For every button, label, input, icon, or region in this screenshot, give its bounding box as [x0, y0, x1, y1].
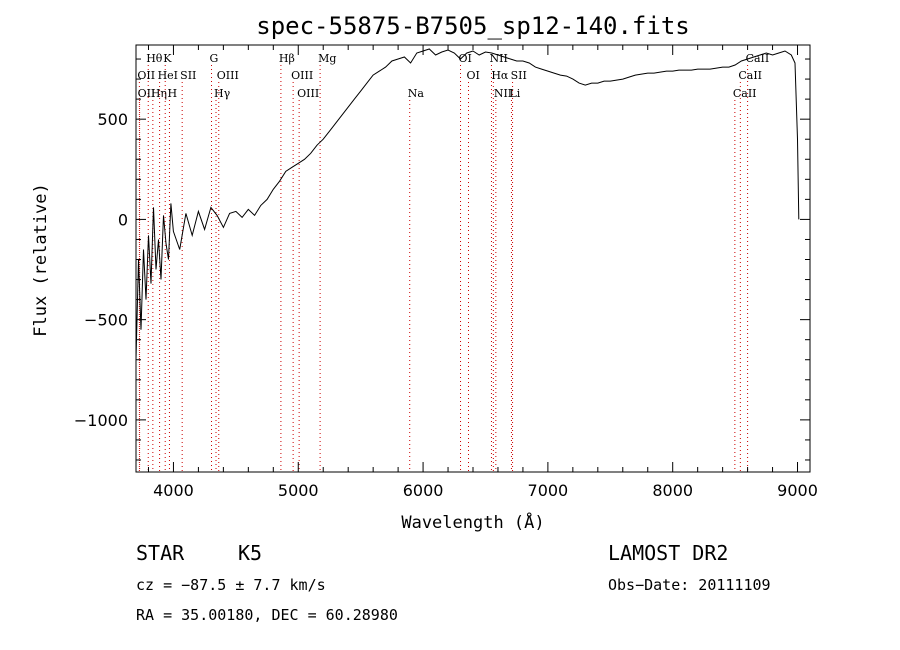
y-tick-label: −500	[84, 311, 128, 330]
x-tick-label: 4000	[153, 481, 194, 500]
x-tick-label: 6000	[403, 481, 444, 500]
x-tick-label: 9000	[777, 481, 818, 500]
line-label: OIII	[297, 87, 319, 100]
line-label: Li	[509, 87, 520, 100]
y-tick-label: 500	[97, 110, 128, 129]
line-label: CaII	[738, 69, 762, 82]
line-label: Na	[408, 87, 425, 100]
survey-name: LAMOST DR2	[608, 541, 728, 565]
coordinates: RA = 35.00180, DEC = 60.28980	[136, 606, 398, 624]
line-label: OIII	[291, 69, 313, 82]
line-label: SII	[180, 69, 196, 82]
plot-frame	[135, 44, 811, 473]
y-axis-label: Flux (relative)	[31, 183, 51, 337]
line-label: NII	[489, 52, 507, 65]
chart-title: spec-55875-B7505_sp12-140.fits	[256, 12, 689, 40]
x-axis-label: Wavelength (Å)	[401, 511, 544, 533]
line-label: OII	[137, 69, 155, 82]
line-label: CaII	[733, 87, 757, 100]
line-label: HeI	[158, 69, 178, 82]
line-label: Hα	[491, 69, 509, 82]
line-label: Mg	[318, 52, 336, 65]
line-label: H	[167, 87, 177, 100]
object-subclass: K5	[238, 541, 262, 565]
axis-ticks: 4000 5000 6000 7000 8000 9000 −1000 −500 0 500	[74, 45, 818, 500]
x-tick-label: 7000	[528, 481, 569, 500]
line-label: Hθ	[146, 52, 163, 65]
x-tick-label: 8000	[652, 481, 693, 500]
line-label: CaII	[746, 52, 770, 65]
line-label: Hγ	[214, 87, 231, 100]
y-tick-label: 0	[118, 210, 128, 229]
line-label: OI	[467, 69, 480, 82]
line-label: K	[163, 52, 172, 65]
line-label: Hβ	[279, 52, 295, 65]
line-label: Hη	[151, 87, 167, 100]
y-tick-label: −1000	[74, 411, 128, 430]
line-label: OIII	[217, 69, 239, 82]
spectrum-series	[135, 48, 800, 360]
object-class: STAR	[136, 541, 185, 565]
redshift-info: cz = −87.5 ± 7.7 km/s	[136, 576, 326, 594]
line-label: SII	[511, 69, 527, 82]
observation-date: Obs−Date: 20111109	[608, 576, 771, 594]
line-label: OI	[459, 52, 472, 65]
line-label: NII	[494, 87, 512, 100]
line-label: G	[210, 52, 219, 65]
line-label: OII	[138, 87, 156, 100]
x-tick-label: 5000	[278, 481, 319, 500]
